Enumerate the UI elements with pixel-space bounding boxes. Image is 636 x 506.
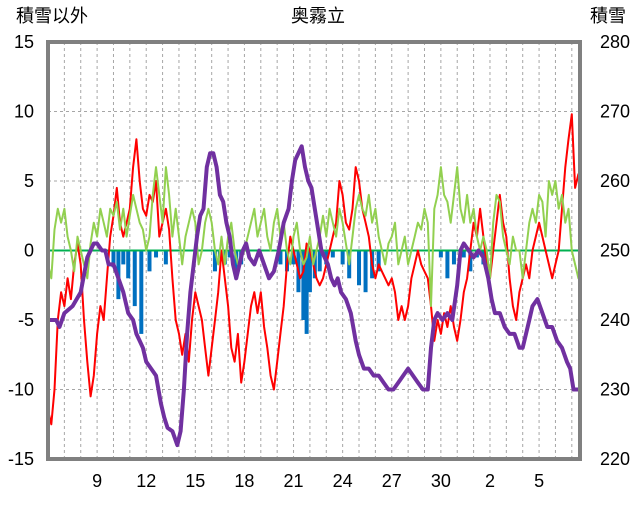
precip-bar: [301, 250, 306, 320]
y-right-tick-label: 230: [600, 380, 630, 400]
y-left-label: 積雪以外: [16, 6, 88, 26]
y-left-tick-label: 10: [14, 102, 34, 122]
precip-bar: [212, 250, 217, 272]
x-tick-label: 15: [185, 471, 205, 491]
chart-title: 奥霧立: [291, 6, 345, 26]
y-right-tick-label: 260: [600, 171, 630, 191]
precip-bar: [445, 250, 450, 279]
y-right-tick-label: 250: [600, 241, 630, 261]
precip-bar: [468, 250, 473, 272]
x-tick-label: 9: [92, 471, 102, 491]
precip-bar: [147, 250, 152, 272]
precip-bar: [438, 250, 443, 258]
x-tick-label: 21: [284, 471, 304, 491]
y-right-tick-label: 220: [600, 449, 630, 469]
precip-bar: [357, 250, 362, 286]
precip-bar: [154, 250, 159, 258]
precip-bar: [278, 250, 283, 265]
precip-bar: [451, 250, 456, 265]
precip-bar: [132, 250, 137, 307]
y-right-tick-label: 270: [600, 102, 630, 122]
x-tick-label: 27: [382, 471, 402, 491]
precip-bar: [139, 250, 144, 334]
x-tick-label: 5: [534, 471, 544, 491]
x-tick-label: 12: [136, 471, 156, 491]
labels: 積雪以外 奥霧立 積雪 15 10 5 0 -5 -10 -15 280 270 260 250 24…: [8, 6, 630, 491]
precip-bar: [307, 250, 312, 293]
precip-bar: [330, 250, 335, 258]
precip-bar: [121, 250, 126, 265]
precip-bar: [340, 250, 345, 265]
precip-bar: [317, 250, 322, 272]
precip-bar: [291, 250, 296, 265]
x-tick-label: 30: [431, 471, 451, 491]
grid: [48, 42, 580, 459]
x-tick-label: 24: [333, 471, 353, 491]
precip-bar: [461, 250, 466, 258]
y-left-tick-label: -15: [8, 449, 34, 469]
precip-bar: [363, 250, 368, 293]
y-left-tick-label: 5: [24, 171, 34, 191]
y-left-tick-label: 15: [14, 32, 34, 52]
series-lines: [46, 113, 581, 448]
y-left-tick-label: -5: [18, 310, 34, 330]
y-right-label: 積雪: [590, 6, 626, 26]
plot-frame: [46, 40, 582, 461]
x-tick-label: 18: [234, 471, 254, 491]
precip-bar: [304, 250, 309, 334]
precip-bar: [126, 250, 131, 279]
precip-bar: [111, 250, 116, 268]
y-left-tick-label: -10: [8, 380, 34, 400]
precip-bar: [376, 250, 381, 272]
precip-bar: [163, 250, 168, 265]
y-right-tick-label: 240: [600, 310, 630, 330]
precip-bar: [234, 250, 239, 279]
y-right-tick-label: 280: [600, 32, 630, 52]
x-tick-label: 2: [485, 471, 495, 491]
precip-bar: [312, 250, 317, 279]
plot-border: [46, 40, 582, 461]
precip-bar: [227, 250, 232, 258]
y-left-tick-label: 0: [24, 241, 34, 261]
snow-depth-line: [46, 144, 581, 448]
